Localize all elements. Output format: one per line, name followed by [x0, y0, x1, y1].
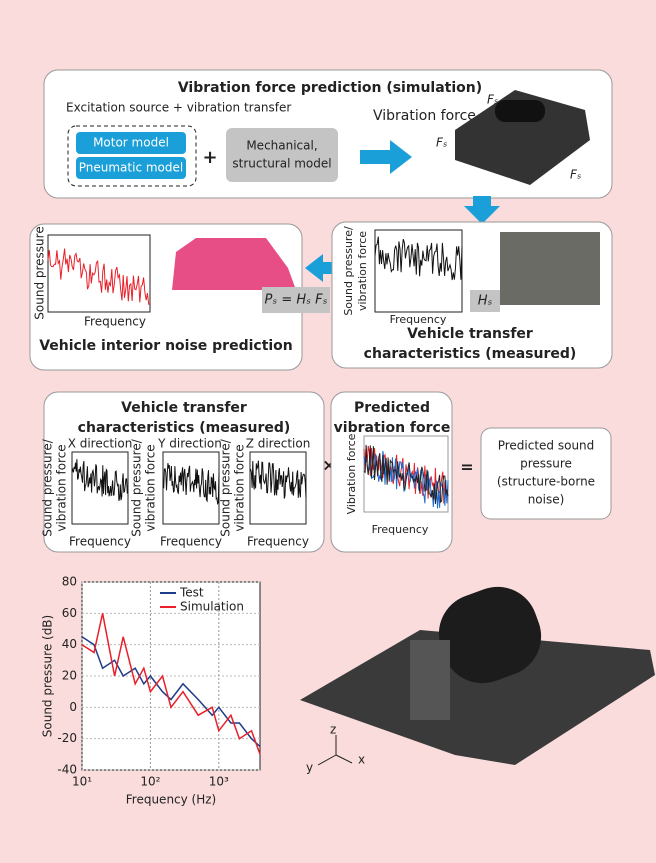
title: Vibration force prediction (simulation)	[178, 80, 482, 96]
y-tick-label: 20	[62, 669, 77, 683]
mini-chart	[48, 235, 150, 312]
legend-label: Test	[179, 586, 204, 600]
x-tick-label: 10²	[140, 775, 160, 789]
label: Y direction	[157, 437, 222, 451]
label: pressure	[520, 457, 572, 471]
y-tick-label: -20	[57, 731, 77, 745]
page: Vibration force prediction (simulation) …	[0, 0, 656, 863]
legend-label: Simulation	[180, 600, 244, 614]
label: vibration force	[233, 444, 247, 531]
operator: +	[202, 147, 217, 168]
label: vibration force	[55, 444, 69, 531]
y-tick-label: 40	[62, 637, 77, 651]
label: vibration force	[356, 231, 369, 311]
title: characteristics (measured)	[78, 420, 291, 436]
label: vibration force	[144, 444, 158, 531]
y-tick-label: 0	[69, 700, 77, 714]
label: y	[306, 761, 313, 775]
label: Sound pressure	[33, 226, 47, 319]
label: Pneumatic model	[79, 161, 183, 175]
operator: =	[460, 458, 473, 477]
photo	[500, 232, 600, 305]
y-axis-label: Sound pressure (dB)	[41, 615, 55, 737]
title: characteristics (measured)	[364, 346, 577, 362]
title: Predicted	[354, 400, 430, 416]
label: Motor model	[93, 136, 169, 150]
label: x	[358, 753, 365, 767]
label: Frequency	[84, 315, 146, 329]
label: Fₛ	[436, 136, 447, 150]
label-group: Sound pressure/vibration force	[219, 438, 247, 536]
label: Vibration force	[345, 433, 358, 514]
label: Mechanical,	[246, 139, 317, 153]
label: Sound pressure/	[219, 438, 233, 536]
label: structural model	[232, 157, 331, 171]
label: Hₛ	[478, 294, 493, 309]
label: Z direction	[246, 437, 311, 451]
label: Frequency	[247, 535, 309, 549]
label: Excitation source + vibration transfer	[66, 101, 291, 115]
label: Vibration force	[373, 108, 476, 124]
label: X direction	[68, 437, 133, 451]
y-tick-label: 80	[62, 575, 77, 589]
motor-image	[410, 640, 450, 720]
device-image	[495, 100, 545, 122]
mini-chart	[375, 230, 462, 312]
label: (structure-borne	[497, 475, 595, 489]
formula: Pₛ = Hₛ Fₛ	[265, 293, 328, 308]
label-group: Sound pressure/vibration force	[41, 438, 69, 536]
label: Sound pressure/	[130, 438, 144, 536]
label: Frequency	[69, 535, 131, 549]
label: Fₛ	[570, 168, 581, 182]
label: Frequency	[372, 523, 429, 536]
label: Fₛ	[487, 93, 498, 107]
label: Frequency	[160, 535, 222, 549]
x-tick-label: 10³	[209, 775, 229, 789]
title: Vehicle interior noise prediction	[39, 338, 293, 354]
label-group: Sound pressure/vibration force	[130, 438, 158, 536]
title: Vehicle transfer	[121, 400, 247, 416]
label: noise)	[528, 493, 565, 507]
label: Predicted sound	[498, 439, 595, 453]
title: Vehicle transfer	[407, 326, 533, 342]
box	[226, 128, 338, 182]
label: Frequency	[390, 313, 447, 326]
y-tick-label: 60	[62, 606, 77, 620]
label: Sound pressure/	[342, 226, 355, 316]
label: Sound pressure/	[41, 438, 55, 536]
x-axis-label: Frequency (Hz)	[126, 793, 217, 807]
x-tick-label: 10¹	[72, 775, 92, 789]
label: z	[330, 723, 336, 737]
